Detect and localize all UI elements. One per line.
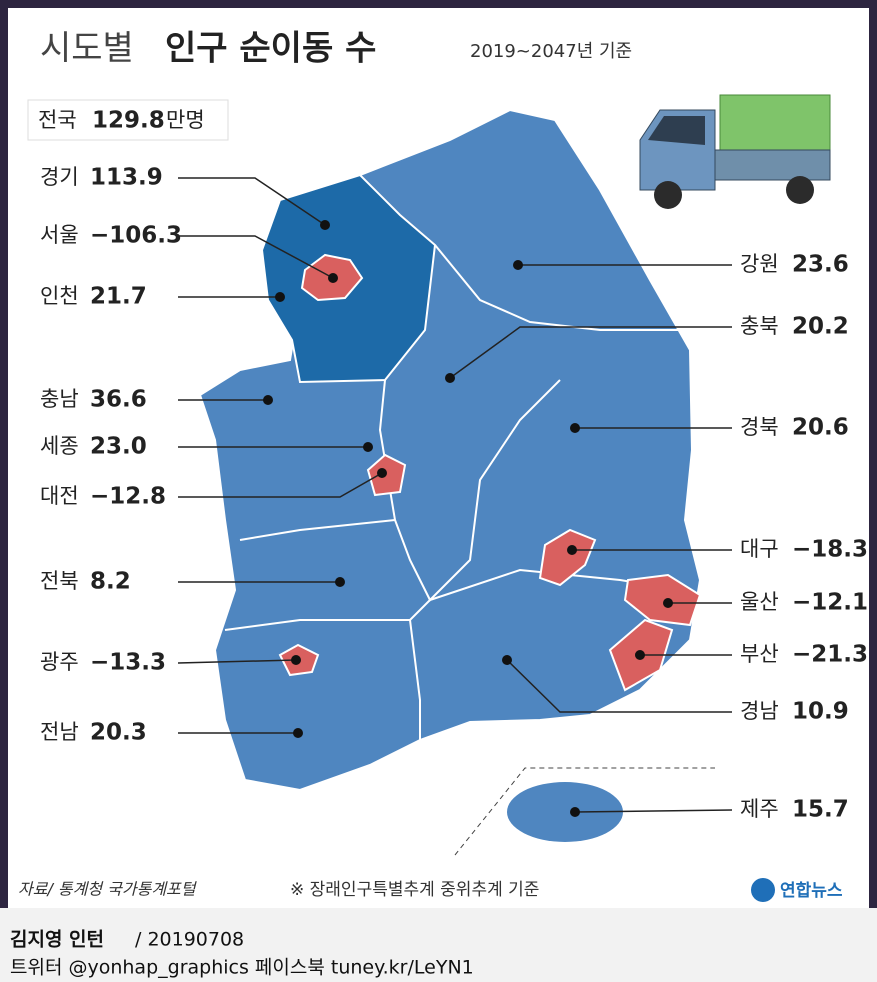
region-name: 부산 bbox=[740, 642, 779, 666]
social: 트위터 @yonhap_graphics 페이스북 tuney.kr/LeYN1 bbox=[10, 957, 474, 979]
region-name: 세종 bbox=[40, 434, 79, 458]
region-name: 인천 bbox=[40, 284, 79, 308]
truck-icon bbox=[639, 94, 831, 209]
region-value: 36.6 bbox=[90, 387, 147, 413]
region-name: 경남 bbox=[740, 699, 779, 723]
region-value: 8.2 bbox=[90, 569, 131, 595]
leader-line bbox=[449, 326, 732, 379]
region-value: 23.0 bbox=[90, 434, 147, 460]
region-dot bbox=[377, 468, 387, 478]
region-value: −12.1 bbox=[792, 590, 868, 616]
region-dot bbox=[275, 292, 285, 302]
region-name: 제주 bbox=[740, 797, 779, 821]
jeju-island bbox=[507, 782, 623, 842]
region-value: 15.7 bbox=[792, 797, 849, 823]
region-dot bbox=[320, 220, 330, 230]
title-bold: 인구 순이동 수 bbox=[165, 29, 376, 69]
credit: 김지영 인턴 bbox=[10, 929, 104, 951]
region-value: −18.3 bbox=[792, 537, 868, 563]
region-value: 21.7 bbox=[90, 284, 147, 310]
region-dot bbox=[635, 650, 645, 660]
region-value: −21.3 bbox=[792, 642, 868, 668]
region-name: 대전 bbox=[40, 484, 79, 508]
region-name: 경북 bbox=[740, 415, 779, 439]
note: ※ 장래인구특별추계 중위추계 기준 bbox=[290, 880, 539, 900]
subtitle: 2019~2047년 기준 bbox=[470, 41, 632, 62]
footer-bg bbox=[0, 908, 877, 982]
region-dot bbox=[363, 442, 373, 452]
leader-line bbox=[574, 809, 733, 813]
leader-line bbox=[178, 472, 383, 498]
region-name: 전북 bbox=[40, 569, 79, 593]
region-name: 경기 bbox=[40, 165, 79, 189]
region-dot bbox=[567, 545, 577, 555]
region-value: −13.3 bbox=[90, 650, 166, 676]
leader-line bbox=[178, 235, 334, 279]
region-value: 20.3 bbox=[90, 720, 147, 746]
region-value: 20.6 bbox=[792, 415, 849, 441]
region-dot bbox=[328, 273, 338, 283]
total-value: 129.8 bbox=[92, 108, 165, 134]
leader-line bbox=[506, 659, 732, 713]
region-dot bbox=[513, 260, 523, 270]
region-name: 광주 bbox=[40, 650, 79, 674]
total-label: 전국 bbox=[38, 108, 77, 132]
region-name: 충남 bbox=[40, 387, 79, 411]
region-name: 대구 bbox=[740, 537, 779, 561]
region-dot bbox=[663, 598, 673, 608]
region-dot bbox=[570, 423, 580, 433]
leader-line bbox=[177, 659, 297, 664]
logo-icon bbox=[751, 878, 775, 902]
leader-line bbox=[178, 177, 326, 226]
region-value: 10.9 bbox=[792, 699, 849, 725]
source: 자료/ 통계청 국가통계포털 bbox=[18, 880, 197, 899]
region-dot bbox=[502, 655, 512, 665]
region-dot bbox=[291, 655, 301, 665]
region-value: 20.2 bbox=[792, 314, 849, 340]
date: / 20190708 bbox=[135, 929, 244, 951]
region-value: 113.9 bbox=[90, 165, 163, 191]
region-name: 강원 bbox=[740, 252, 779, 276]
logo: 연합뉴스 bbox=[780, 880, 843, 901]
region-dot bbox=[570, 807, 580, 817]
title-light: 시도별 bbox=[40, 29, 134, 69]
region-name: 울산 bbox=[740, 590, 779, 614]
total-unit: 만명 bbox=[166, 108, 205, 132]
total-box bbox=[27, 99, 229, 141]
region-dot bbox=[445, 373, 455, 383]
region-value: −106.3 bbox=[90, 223, 182, 249]
region-name: 충북 bbox=[740, 314, 779, 338]
region-name: 서울 bbox=[40, 223, 79, 247]
inset-line bbox=[454, 767, 715, 856]
region-value: −12.8 bbox=[90, 484, 166, 510]
region-dot bbox=[263, 395, 273, 405]
region-name: 전남 bbox=[40, 720, 79, 744]
region-dot bbox=[335, 577, 345, 587]
region-dot bbox=[293, 728, 303, 738]
region-value: 23.6 bbox=[792, 252, 849, 278]
